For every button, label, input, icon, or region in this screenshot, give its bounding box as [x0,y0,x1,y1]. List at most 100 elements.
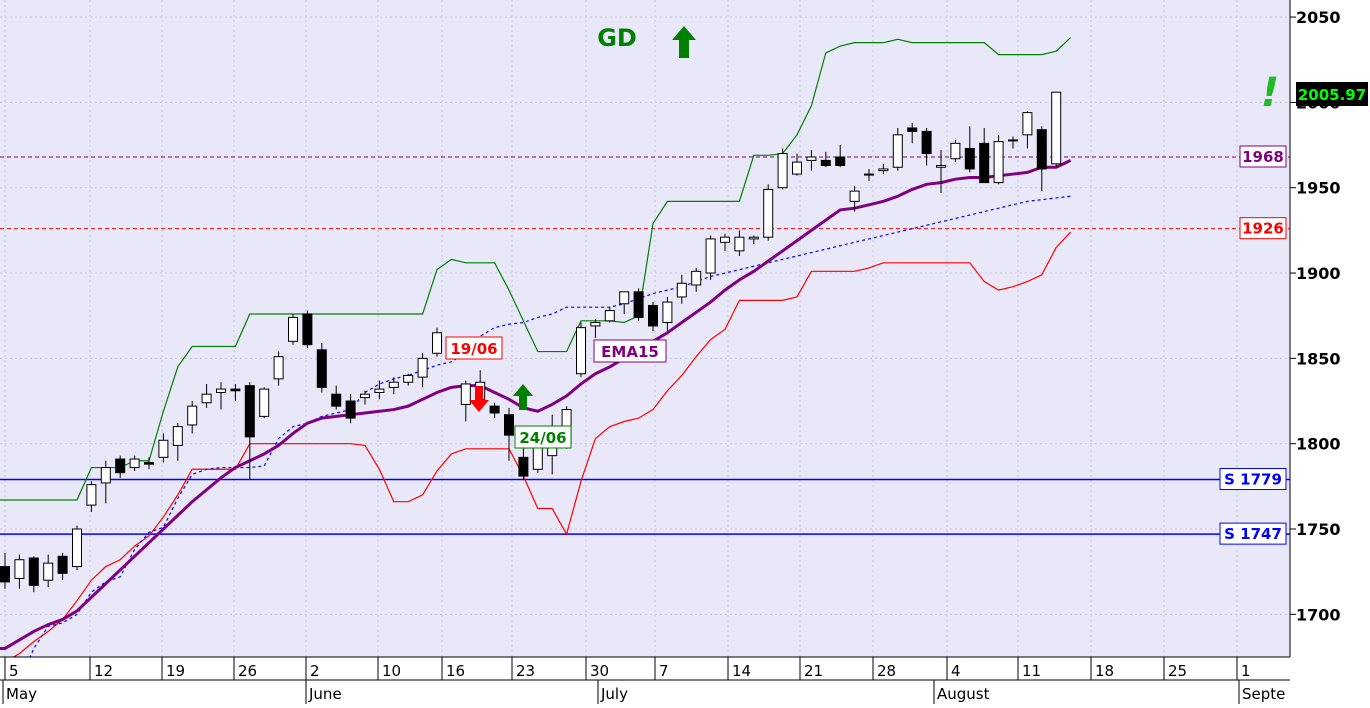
candle-body [273,356,284,380]
candle-body [734,236,745,252]
candle-body [806,156,817,161]
candle-body [504,414,514,436]
candle-body [72,528,82,568]
x-day-label: 25 [1168,662,1187,680]
y-tick-label: 2050 [1296,8,1341,27]
level-label: 1968 [1242,148,1284,166]
x-day-label: 5 [9,662,19,680]
candle-body [288,316,298,342]
ema15-label: EMA15 [601,343,659,361]
x-day-label: 12 [94,662,113,680]
candle-body [864,173,874,176]
up-arrow-icon [672,26,696,58]
x-month-label: May [6,685,37,703]
date-24-06-label: 24/06 [519,429,566,447]
candle-body [388,381,399,388]
x-day-label: 4 [951,662,961,680]
candle-body [518,456,529,477]
candle-body [820,159,831,167]
candle-body [244,385,255,438]
x-day-label: 21 [804,662,823,680]
candle-body [1036,129,1047,170]
level-labels: 1968 1926 S 1779 S 1747 [1219,145,1287,545]
horizontal-levels [0,156,1290,535]
x-axis-ticks: 5 12 19 26 2 10 16 23 30 7 14 21 28 4 11 18 25 1 May June Ju… [0,657,1290,704]
candle-body [216,388,226,393]
candle-body [360,393,370,399]
candle-body [748,236,759,240]
candle-body [763,188,774,238]
x-day-label: 19 [166,662,185,680]
candle-body [792,161,802,175]
y-tick-label: 1900 [1296,264,1341,283]
candle-body [230,388,241,392]
candle-body [57,555,68,574]
candle-body [172,426,183,446]
x-day-label: 16 [446,662,465,680]
x-day-label: 18 [1095,662,1114,680]
candle-body [129,458,140,469]
candle-body [777,153,788,189]
candle-body [907,127,918,132]
y-tick-label: 1750 [1296,520,1341,539]
candle-body [201,393,212,404]
level-label-box [1239,145,1287,168]
candle-body [43,562,54,581]
annotations-group: GD ! 19/06 24/06 EMA15 [445,24,1279,449]
candle-body [720,236,730,243]
candle-body [1022,112,1033,136]
x-month-label: June [308,685,342,703]
last-price-box [1296,82,1368,106]
ema15-line [0,159,1072,650]
candle-body [316,349,327,388]
candle-body [1051,91,1062,165]
y-axis-panel [1290,0,1370,704]
candle-body [345,400,356,419]
x-day-label: 28 [877,662,896,680]
candle-body [432,332,442,354]
x-month-label: July [600,685,628,703]
x-month-label: Septe [1242,685,1285,703]
level-label-box [1219,468,1287,491]
candle-body [993,141,1004,184]
upper-band-line [0,37,1072,501]
candle-body [489,405,500,414]
up-arrow-small-icon [513,384,533,410]
candle-body [158,439,169,458]
plot-background [0,0,1290,657]
ema15-box [593,339,667,363]
candle-body [417,357,428,378]
candle-body [331,393,342,407]
candle-body [187,405,198,426]
candle-body [878,168,889,172]
candle-body [892,134,903,168]
x-day-label: 14 [732,662,751,680]
x-day-label: 23 [516,662,535,680]
level-label-box [1239,217,1287,240]
x-month-label: August [937,685,990,703]
x-day-label: 26 [238,662,257,680]
candle-body [86,484,97,506]
date-24-06-box [514,425,572,449]
candle-body [849,190,860,202]
y-tick-label: 1850 [1296,349,1341,368]
candle-body [619,291,630,305]
x-day-label: 30 [590,662,609,680]
y-tick-label: 1700 [1296,605,1341,624]
candle-body [964,147,975,170]
candle-body [576,327,586,375]
candle-body [921,130,932,155]
x-day-label: 11 [1022,662,1041,680]
candle-body [14,559,25,580]
lower-band-line [0,231,1072,663]
candle-body [100,467,111,484]
candle-body [950,142,961,160]
candle-body [590,322,601,327]
candle-body [1008,139,1018,142]
candle-body [144,461,154,465]
y-tick-label: 1950 [1296,179,1341,198]
candle-body [705,238,716,274]
exclamation-label: ! [1261,70,1279,116]
level-label: S 1779 [1224,471,1282,489]
